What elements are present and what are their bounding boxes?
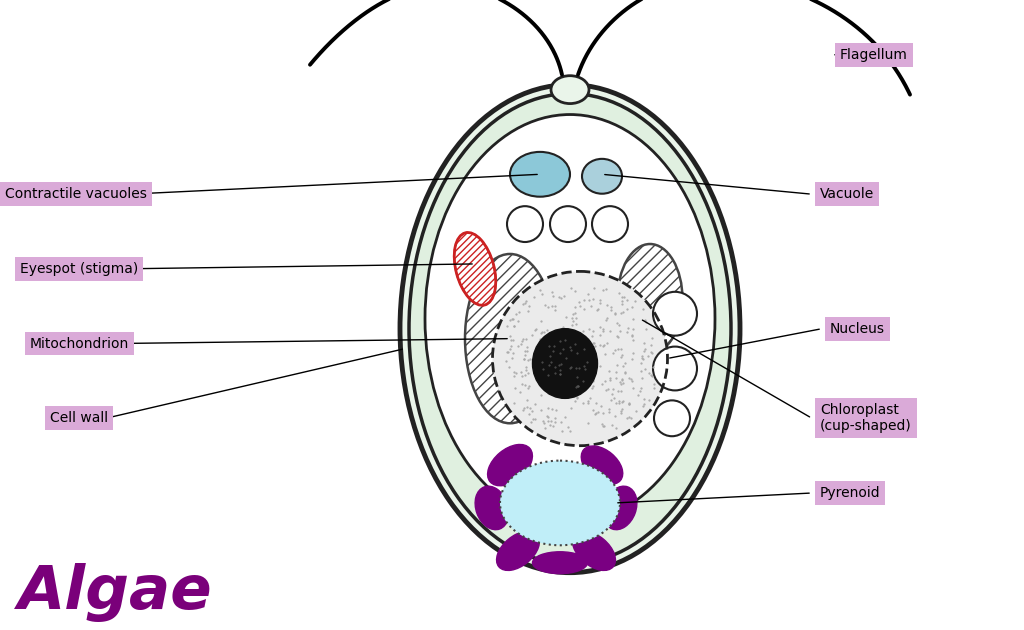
Text: Nucleus: Nucleus: [830, 322, 885, 336]
Text: Eyespot (stigma): Eyespot (stigma): [20, 262, 138, 276]
Ellipse shape: [475, 486, 509, 530]
Text: Algae: Algae: [18, 563, 213, 622]
Circle shape: [592, 206, 628, 242]
Ellipse shape: [582, 159, 622, 193]
Circle shape: [507, 206, 543, 242]
Ellipse shape: [532, 329, 597, 398]
Ellipse shape: [487, 445, 532, 486]
Text: Mitochondrion: Mitochondrion: [30, 336, 129, 351]
Text: Contractile vacuoles: Contractile vacuoles: [5, 187, 146, 201]
Ellipse shape: [500, 461, 620, 546]
Ellipse shape: [582, 446, 623, 484]
Text: Pyrenoid: Pyrenoid: [820, 486, 881, 500]
Ellipse shape: [532, 552, 588, 574]
Circle shape: [653, 292, 697, 336]
Ellipse shape: [497, 531, 540, 570]
Text: Chloroplast
(cup-shaped): Chloroplast (cup-shaped): [820, 403, 911, 433]
Ellipse shape: [425, 115, 715, 523]
Circle shape: [654, 401, 690, 436]
Ellipse shape: [617, 244, 683, 353]
Circle shape: [550, 206, 586, 242]
Ellipse shape: [455, 232, 496, 306]
Ellipse shape: [493, 272, 668, 445]
Ellipse shape: [510, 152, 570, 197]
Ellipse shape: [400, 84, 740, 573]
Circle shape: [653, 346, 697, 391]
Ellipse shape: [409, 94, 731, 564]
Text: Vacuole: Vacuole: [820, 187, 874, 201]
Text: Flagellum: Flagellum: [840, 48, 908, 62]
Text: Cell wall: Cell wall: [50, 411, 109, 425]
Ellipse shape: [551, 76, 589, 103]
Ellipse shape: [572, 531, 615, 570]
Ellipse shape: [603, 486, 637, 530]
Ellipse shape: [465, 254, 555, 423]
